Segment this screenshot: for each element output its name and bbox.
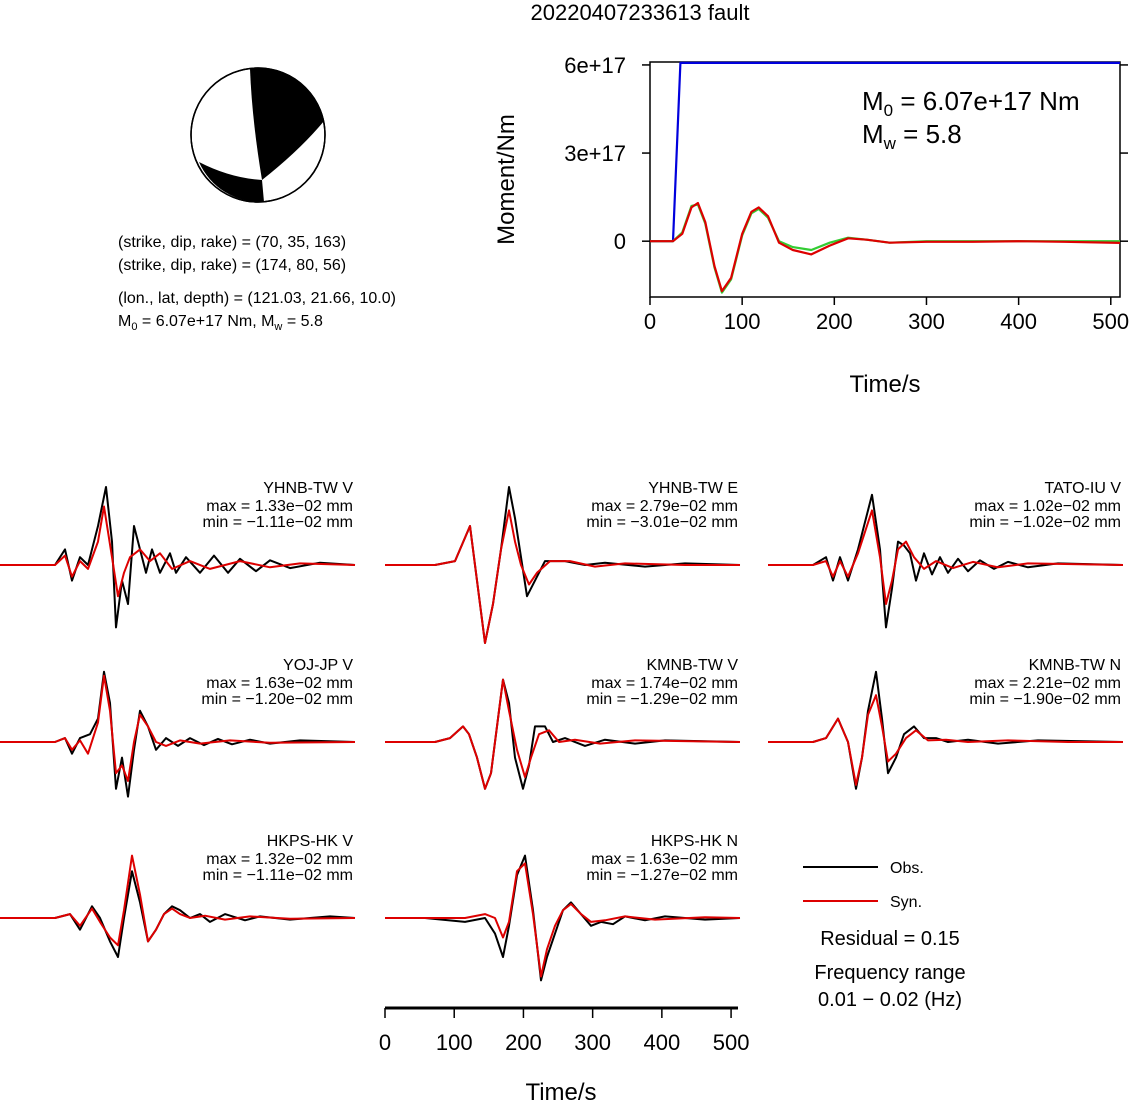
waveform-x-tick-label: 500 (713, 1030, 750, 1055)
moment-function-plot: 0 100 200 300 400 500 0 3e+17 6e+17 Time/s Moment/… (493, 53, 1129, 398)
moment-x-axis-label: Time/s (849, 371, 920, 398)
beachball-compression-quadrant-lower (199, 162, 264, 203)
waveform-max-label: max = 1.32e−02 mm (206, 851, 353, 868)
moment-x-tick-label: 400 (1000, 309, 1037, 334)
waveform-x-tick-label: 300 (574, 1030, 611, 1055)
moment-x-tick-label: 300 (908, 309, 945, 334)
waveform-x-tick-label: 100 (436, 1030, 473, 1055)
waveform-max-label: max = 1.63e−02 mm (206, 675, 353, 692)
waveform-station-label: TATO-IU V (1045, 480, 1122, 497)
waveform-min-label: min = −1.29e−02 mm (586, 691, 738, 708)
waveform-x-tick-label: 200 (505, 1030, 542, 1055)
beachball-compression-quadrant-upper (250, 68, 324, 180)
moment-series-line (650, 201, 1121, 293)
waveform-min-label: min = −1.20e−02 mm (201, 691, 353, 708)
waveform-station-label: KMNB-TW N (1029, 657, 1121, 674)
waveform-max-label: max = 1.63e−02 mm (591, 851, 738, 868)
mechanism-location: (lon., lat, depth) = (121.03, 21.66, 10.… (118, 290, 396, 307)
waveform-station-label: KMNB-TW V (646, 657, 738, 674)
mechanism-info: (strike, dip, rake) = (70, 35, 163) (str… (118, 234, 396, 333)
waveform-max-label: max = 2.79e−02 mm (591, 498, 738, 515)
mechanism-plane-2: (strike, dip, rake) = (174, 80, 56) (118, 257, 346, 274)
waveform-station-label: YHNB-TW E (648, 480, 738, 497)
figure-title: 20220407233613 fault (531, 0, 750, 25)
waveform-max-label: max = 1.33e−02 mm (206, 498, 353, 515)
moment-x-tick-label: 0 (644, 309, 656, 334)
waveform-time-axis: 0 100 200 300 400 500 Time/s (379, 1006, 750, 1104)
waveform-synthetic-line (0, 674, 356, 782)
waveform-min-label: min = −3.01e−02 mm (586, 514, 738, 531)
waveform-max-label: max = 1.02e−02 mm (974, 498, 1121, 515)
waveform-min-label: min = −1.27e−02 mm (586, 867, 738, 884)
waveform-min-label: min = −1.11e−02 mm (203, 867, 353, 884)
waveform-synthetic-line (385, 509, 740, 644)
waveform-synthetic-line (385, 678, 741, 790)
waveform-synthetic-line (385, 862, 741, 978)
waveform-legend: Obs. Syn. Residual = 0.15 Frequency rang… (803, 860, 966, 1011)
waveform-min-label: min = −1.90e−02 mm (969, 691, 1121, 708)
waveform-synthetic-line (0, 854, 356, 947)
legend-syn-label: Syn. (890, 894, 922, 911)
mechanism-magnitude: M0 = 6.07e+17 Nm, Mw = 5.8 (118, 313, 323, 333)
moment-mw-annotation: Mw = 5.8 (862, 119, 962, 153)
mechanism-plane-1: (strike, dip, rake) = (70, 35, 163) (118, 234, 346, 251)
waveform-x-tick-label: 400 (644, 1030, 681, 1055)
waveform-station-label: YHNB-TW V (263, 480, 353, 497)
moment-x-tick-label: 500 (1092, 309, 1129, 334)
waveform-x-tick-label: 0 (379, 1030, 391, 1055)
waveform-x-axis-label: Time/s (525, 1079, 596, 1104)
moment-y-tick-label: 0 (614, 229, 626, 254)
moment-x-tick-label: 100 (724, 309, 761, 334)
moment-y-axis-label: Moment/Nm (493, 114, 520, 245)
moment-x-tick-label: 200 (816, 309, 853, 334)
moment-m0-annotation: M0 = 6.07e+17 Nm (862, 86, 1080, 120)
waveform-synthetic-line (768, 694, 1123, 786)
waveform-station-label: HKPS-HK N (651, 833, 738, 850)
waveform-station-label: YOJ-JP V (283, 657, 353, 674)
waveform-synthetic-line (768, 509, 1124, 605)
waveform-station-label: HKPS-HK V (267, 833, 354, 850)
moment-y-tick-label: 3e+17 (564, 141, 626, 166)
frequency-range-value: 0.01 − 0.02 (Hz) (818, 989, 962, 1011)
waveform-max-label: max = 1.74e−02 mm (591, 675, 738, 692)
legend-obs-label: Obs. (890, 860, 924, 877)
moment-series-line (650, 203, 1120, 294)
waveform-synthetic-line (0, 505, 356, 598)
residual-label: Residual = 0.15 (820, 928, 960, 950)
beachball (190, 67, 326, 203)
waveform-max-label: max = 2.21e−02 mm (974, 675, 1121, 692)
waveform-min-label: min = −1.11e−02 mm (203, 514, 353, 531)
frequency-range-title: Frequency range (814, 962, 965, 984)
waveform-observed-line (0, 870, 356, 958)
moment-y-tick-label: 6e+17 (564, 53, 626, 78)
waveform-min-label: min = −1.02e−02 mm (969, 514, 1121, 531)
